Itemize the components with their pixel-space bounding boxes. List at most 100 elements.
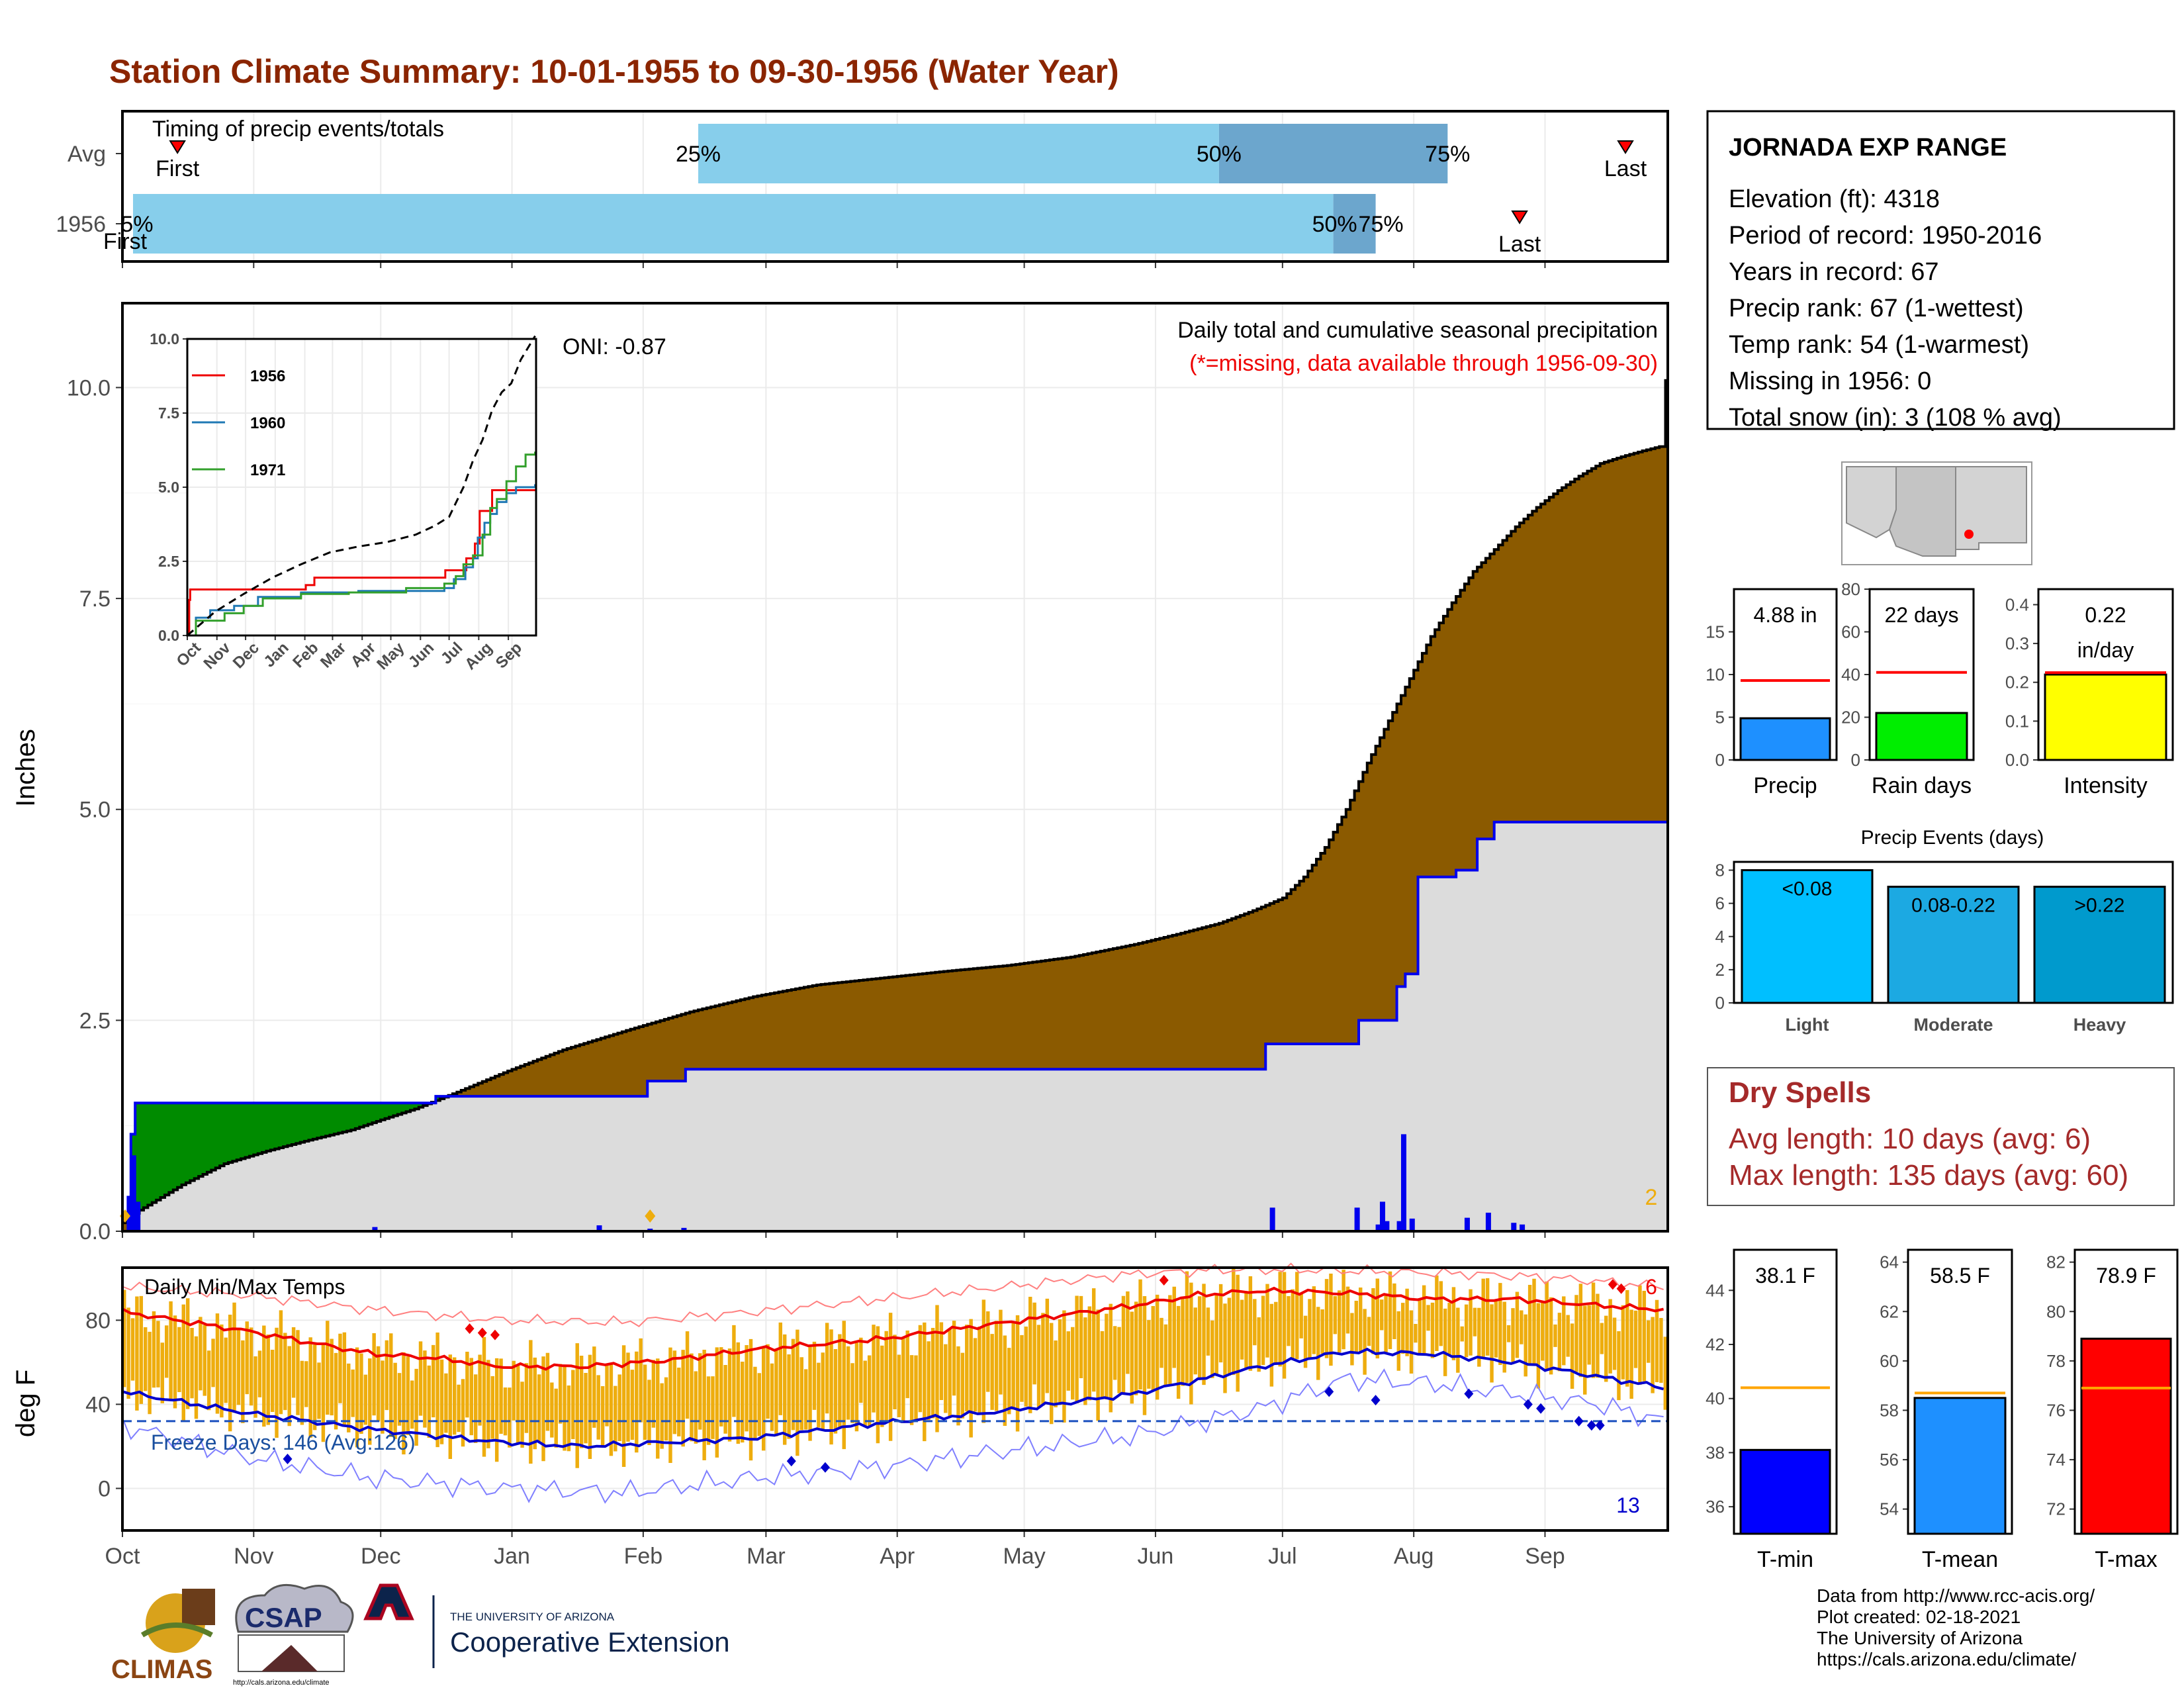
temp-avg-min-line bbox=[122, 1347, 1664, 1449]
dry-spells-box: Dry Spells Avg length: 10 days (avg: 6) … bbox=[1707, 1067, 2175, 1206]
precip-events-category-label: Moderate bbox=[1913, 1015, 1993, 1035]
temp-record-high-marker bbox=[465, 1323, 475, 1335]
precip-events-y-tick-label: 2 bbox=[1715, 960, 1725, 980]
climas-logo-mark bbox=[182, 1589, 215, 1625]
small-panel-y-tick-label: 38 bbox=[1706, 1442, 1725, 1462]
temp-record-high-marker bbox=[477, 1327, 487, 1338]
timing-avg-last-label: Last bbox=[1604, 156, 1647, 181]
temp-record-low-marker bbox=[1595, 1420, 1605, 1431]
station-location-marker bbox=[1964, 530, 1974, 539]
footer-logos: CLIMAS CSAP http://cals.arizona.edu/clim… bbox=[111, 1583, 730, 1687]
timing-1956-bar-5-50 bbox=[133, 194, 1334, 254]
temp-extreme-max-line bbox=[122, 1262, 1664, 1327]
temp-record-high-marker bbox=[1608, 1279, 1617, 1290]
small-panel-y-tick-label: 54 bbox=[1880, 1499, 1899, 1519]
dry-spells-title: Dry Spells bbox=[1729, 1076, 1871, 1109]
ua-a-logo bbox=[363, 1583, 414, 1620]
small-panel-y-tick-label: 40 bbox=[1841, 665, 1860, 684]
inset-line-1971 bbox=[187, 451, 537, 637]
small-panel-y-tick-label: 80 bbox=[2046, 1301, 2066, 1321]
ua-logo-big-text: Cooperative Extension bbox=[450, 1626, 730, 1658]
small-panel-value-label: 58.5 F bbox=[1930, 1264, 1990, 1288]
inset-y-tick-label: 10.0 bbox=[150, 330, 179, 348]
precip-daily-bar bbox=[1409, 1218, 1415, 1231]
precip-events-category-label: Heavy bbox=[2073, 1015, 2126, 1035]
map-state-arizona bbox=[1888, 466, 1956, 557]
month-tick-label: May bbox=[1003, 1544, 1045, 1569]
temp-panel: Daily Min/Max Temps Freeze Days: 146 (Avg… bbox=[11, 1262, 1669, 1569]
precip-daily-bar bbox=[596, 1225, 602, 1231]
small-panel-y-tick-label: 0 bbox=[1851, 750, 1860, 770]
small-panel-y-tick-label: 62 bbox=[1880, 1301, 1899, 1321]
station-snow: Total snow (in): 3 (108 % avg) bbox=[1729, 404, 2062, 432]
timing-1956-bar-50-75 bbox=[1333, 194, 1376, 254]
precip-daily-bar bbox=[1375, 1224, 1381, 1231]
precip-snow-marker bbox=[645, 1209, 656, 1223]
temp-record-low-marker bbox=[1464, 1388, 1474, 1399]
small-panel-y-tick-label: 42 bbox=[1706, 1335, 1725, 1354]
precip-y-tick-label: 10.0 bbox=[67, 375, 111, 400]
precip-events-y-tick-label: 4 bbox=[1715, 927, 1725, 947]
month-tick-label: Apr bbox=[880, 1544, 915, 1569]
precip-y-tick-label: 0.0 bbox=[79, 1219, 111, 1244]
precip-y-tick-label: 2.5 bbox=[79, 1008, 111, 1033]
precip-daily-bar bbox=[130, 1155, 136, 1231]
small-panel-y-tick-label: 72 bbox=[2046, 1499, 2066, 1519]
precip-subtitle: (*=missing, data available through 1956-… bbox=[1189, 351, 1658, 376]
small-panel-frame bbox=[1868, 588, 1975, 761]
small-panel-bar-t-max bbox=[2080, 1337, 2172, 1535]
precip-daily-bar bbox=[1379, 1201, 1385, 1231]
temp-y-axis-label: deg F bbox=[11, 1370, 40, 1437]
dry-spells-frame bbox=[1707, 1067, 2175, 1206]
ua-logo-small-text: THE UNIVERSITY OF ARIZONA bbox=[450, 1611, 615, 1623]
inset-y-tick-label: 2.5 bbox=[158, 553, 179, 570]
precip-surplus-area bbox=[130, 1096, 449, 1217]
timing-row-label-1956: 1956 bbox=[56, 212, 106, 237]
small-panel-y-tick-label: 60 bbox=[1880, 1351, 1899, 1371]
small-panel-y-tick-label: 60 bbox=[1841, 622, 1860, 642]
small-panel-value-label: 4.88 in bbox=[1753, 603, 1817, 627]
temp-record-high-marker bbox=[1159, 1275, 1169, 1286]
timing-1956-label-75: 75% bbox=[1359, 212, 1404, 237]
small-panel-y-tick-label: 15 bbox=[1706, 622, 1725, 642]
small-panel-category-label: Rain days bbox=[1872, 773, 1972, 798]
month-tick-label: Sep bbox=[1525, 1544, 1565, 1569]
small-panel-y-tick-label: 0 bbox=[1715, 750, 1725, 770]
small-panel-y-tick-label: 82 bbox=[2046, 1252, 2066, 1272]
timing-avg-label-75: 75% bbox=[1425, 142, 1470, 167]
small-panel-value-label: 22 days bbox=[1884, 603, 1958, 627]
timing-avg-bar-25-50 bbox=[698, 124, 1219, 183]
station-missing: Missing in 1956: 0 bbox=[1729, 367, 1931, 395]
small-panel-y-tick-label: 78 bbox=[2046, 1351, 2066, 1371]
credit-line-data: Data from http://www.rcc-acis.org/ bbox=[1817, 1585, 2095, 1606]
temp-title: Daily Min/Max Temps bbox=[144, 1275, 345, 1299]
small-panel-value-label-2: in/day bbox=[2077, 638, 2134, 662]
inset-y-tick-label: 5.0 bbox=[158, 479, 179, 496]
dry-spells-avg: Avg length: 10 days (avg: 6) bbox=[1729, 1123, 2091, 1155]
inset-frame bbox=[186, 338, 537, 637]
small-panel-value-label: 78.9 F bbox=[2096, 1264, 2156, 1288]
precip-1956-cumulative-line bbox=[122, 820, 1668, 1233]
precip-daily-bar bbox=[1485, 1212, 1491, 1231]
station-period: Period of record: 1950-2016 bbox=[1729, 222, 2042, 250]
map-state-new-mexico bbox=[1955, 466, 2027, 550]
precip-daily-bar bbox=[1384, 1221, 1390, 1231]
timing-avg-first-label: First bbox=[156, 156, 200, 181]
precip-events-bar-label: >0.22 bbox=[2075, 895, 2125, 917]
inset-legend-label-1956: 1956 bbox=[250, 367, 285, 385]
timing-1956-last-label: Last bbox=[1498, 232, 1541, 257]
precip-oni-label: ONI: -0.87 bbox=[563, 334, 666, 359]
station-elevation: Elevation (ft): 4318 bbox=[1729, 185, 1940, 213]
precip-daily-bar bbox=[1396, 1221, 1402, 1231]
small-panel-y-tick-label: 0.0 bbox=[2005, 750, 2029, 770]
small-panel-y-tick-label: 80 bbox=[1841, 579, 1860, 599]
small-panel-frame bbox=[1733, 1248, 1838, 1535]
precip-daily-bar bbox=[372, 1227, 378, 1231]
inset-y-tick-label: 7.5 bbox=[158, 404, 179, 422]
temp-record-low-marker bbox=[1523, 1399, 1533, 1410]
csap-logo-mountain bbox=[261, 1645, 318, 1671]
small-panel-bar-t-mean bbox=[1913, 1397, 2007, 1535]
timing-1956-first-label: First bbox=[103, 229, 148, 254]
precip-panel: 2 Daily total and cumulative seasonal pre… bbox=[11, 302, 1669, 1244]
